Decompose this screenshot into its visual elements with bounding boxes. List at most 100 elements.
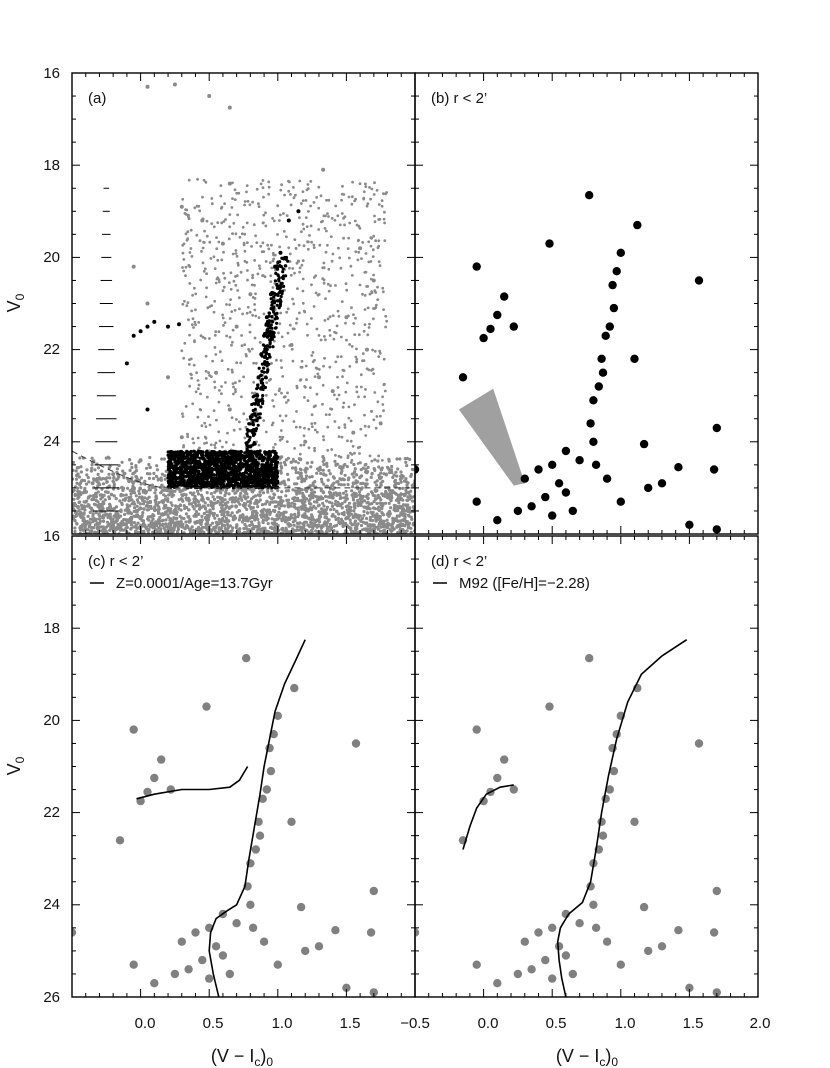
field-star-point [294, 460, 298, 464]
field-star-point [347, 195, 351, 199]
field-star-point [399, 470, 403, 474]
field-star-point [207, 371, 211, 374]
field-star-point [129, 523, 134, 527]
field-star-point [309, 180, 313, 183]
field-star-point [330, 407, 334, 411]
field-star-point [302, 443, 306, 447]
field-star-point [238, 307, 241, 311]
field-star-point [213, 443, 217, 447]
field-star-point [114, 528, 118, 532]
field-star-point [299, 443, 303, 447]
field-star-point [221, 289, 225, 293]
field-star-point [189, 228, 193, 232]
field-star-point [228, 281, 231, 285]
field-star-point [267, 379, 271, 382]
field-star-point [314, 404, 317, 408]
field-star-point [288, 252, 292, 256]
field-star-point [278, 435, 282, 439]
member-star-point [197, 459, 201, 464]
field-star-point [305, 528, 309, 533]
field-star-point [369, 475, 373, 479]
field-star-point [245, 184, 249, 188]
member-star-point [204, 472, 208, 477]
field-star-point [250, 523, 254, 527]
field-star-point [148, 455, 152, 460]
field-star-point [298, 490, 302, 494]
field-star-point [353, 451, 356, 455]
member-star-point [209, 476, 213, 480]
field-star-point [79, 465, 83, 469]
field-star-point [100, 515, 104, 519]
field-star-point [328, 328, 332, 332]
member-star-point [247, 480, 252, 484]
field-star-point [131, 489, 135, 493]
field-star-point [261, 491, 266, 495]
field-star-point [317, 185, 321, 189]
field-star-point [79, 503, 84, 507]
field-star-point [393, 507, 397, 511]
field-star-point [301, 491, 305, 496]
field-star-point [363, 463, 367, 467]
field-star-point [304, 199, 308, 202]
field-star-point [304, 515, 308, 519]
field-star-point [383, 210, 386, 214]
field-star-point [338, 504, 342, 508]
field-star-point [312, 305, 316, 308]
field-star-point [309, 491, 313, 495]
field-star-point [227, 506, 231, 510]
field-star-point [279, 461, 283, 465]
field-star-point [75, 481, 79, 485]
field-star-point [377, 505, 381, 509]
field-star-point [310, 425, 314, 428]
field-star-point [299, 378, 303, 382]
field-star-point [102, 531, 106, 534]
field-star-point [233, 198, 237, 202]
field-star-point [88, 529, 92, 533]
field-star-point [132, 525, 136, 529]
member-star-point [208, 457, 212, 461]
field-star-point [340, 465, 344, 469]
field-star-point [342, 369, 346, 372]
field-star-point [341, 524, 345, 528]
field-star-point [397, 514, 401, 518]
member-star-point [250, 484, 255, 488]
field-star-point [401, 498, 405, 502]
field-star-point [375, 479, 379, 483]
field-star-point [224, 488, 229, 492]
field-star-point [188, 282, 192, 285]
field-star-point [176, 527, 181, 531]
field-star-point [232, 443, 235, 447]
field-star-point [345, 465, 349, 469]
field-star-point [251, 200, 255, 204]
field-star-point [90, 517, 94, 521]
field-star-point [217, 278, 221, 282]
field-star-point [409, 474, 413, 478]
field-star-point [234, 232, 238, 236]
field-star-point [308, 484, 312, 488]
field-star-point [248, 349, 252, 353]
member-star-point [216, 452, 220, 456]
field-star-point [199, 498, 203, 502]
field-star-point [261, 519, 265, 524]
field-star-point [121, 469, 125, 473]
member-star-point [185, 465, 189, 469]
field-star-point [88, 521, 92, 525]
field-star-point [328, 491, 333, 495]
field-star-point [333, 459, 337, 463]
field-star-point [279, 495, 283, 499]
field-star-point [316, 495, 320, 499]
field-star-point [337, 314, 341, 318]
field-star-point [380, 510, 384, 515]
field-star-point [214, 353, 218, 356]
field-star-point [116, 477, 120, 481]
field-star-point [335, 493, 339, 497]
field-star-point [146, 529, 150, 533]
field-star-point [321, 277, 325, 281]
field-star-point [262, 213, 266, 217]
field-star-point [222, 271, 226, 275]
field-star-point [240, 498, 244, 502]
field-star-point [241, 312, 245, 316]
field-star-point [72, 488, 76, 492]
field-star-point [190, 373, 193, 376]
field-star-point [362, 513, 366, 518]
